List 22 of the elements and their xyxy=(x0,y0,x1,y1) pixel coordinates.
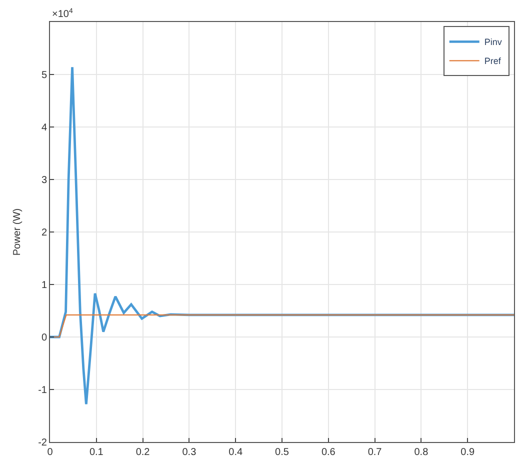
x-tick-label: 0.4 xyxy=(228,447,243,458)
y-axis-title: Power (W) xyxy=(12,208,24,256)
y-tick-label: 5 xyxy=(41,70,48,81)
x-tick-label: 0.9 xyxy=(460,447,475,458)
x-tick-label: 0.7 xyxy=(368,447,382,458)
x-tick-label: 0.3 xyxy=(182,447,197,458)
x-tick-label: 0.1 xyxy=(89,447,104,458)
x-tick-label: 0.8 xyxy=(414,447,429,458)
legend-label: Pinv xyxy=(484,37,502,48)
y-tick-label: 2 xyxy=(41,228,48,238)
x-tick-label: 0.6 xyxy=(321,447,336,458)
y-tick-label: 1 xyxy=(41,280,48,291)
x-tick-label: 0.2 xyxy=(136,447,150,458)
y-tick-label: -1 xyxy=(38,385,48,396)
y-tick-label: 0 xyxy=(41,332,48,344)
y-tick-label: -2 xyxy=(38,438,48,448)
y-tick-label: 4 xyxy=(41,122,48,134)
y-tick-label: 3 xyxy=(41,175,48,186)
legend-label: Pref xyxy=(484,56,502,66)
text: ×10$^{4}$ xyxy=(52,8,73,20)
line-series xyxy=(50,66,514,406)
x-tick-label: 0.5 xyxy=(275,447,290,458)
